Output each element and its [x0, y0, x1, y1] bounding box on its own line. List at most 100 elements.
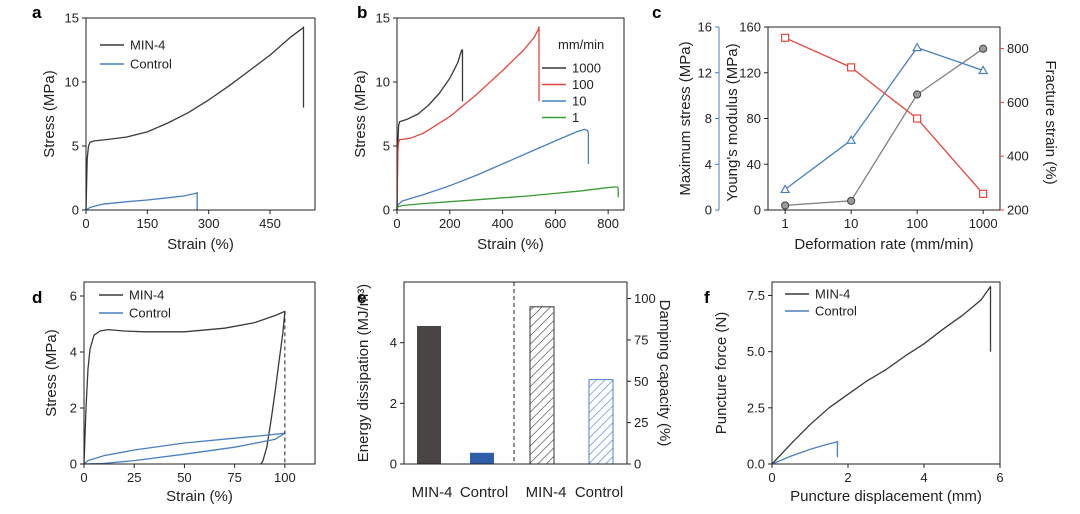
f-ylabel: Puncture force (N) [713, 312, 730, 435]
c-xtick-label: 1 [782, 216, 789, 231]
c-outer-tick-label: 4 [705, 157, 712, 172]
series-100-mm-min [396, 26, 540, 211]
panel-e-frame [403, 281, 628, 465]
series-Control [771, 440, 839, 465]
c-ytick-label: 120 [739, 65, 761, 80]
b-legend-title: mm/min [558, 37, 604, 52]
legend-label: MIN-4 [129, 288, 164, 303]
d-ylabel: Stress (MPa) [43, 329, 60, 417]
e-right-tick-label: 25 [634, 415, 648, 430]
panel-label-d: d [32, 288, 42, 307]
series-Control [85, 192, 198, 211]
c-right-tick-label: 400 [1007, 149, 1029, 164]
a-xtick-label: 300 [198, 216, 220, 231]
f-ytick-label: 5.0 [747, 344, 765, 359]
f-xtick-label: 2 [844, 470, 851, 485]
c-xtick-label: 100 [906, 216, 928, 231]
a-xtick-label: 0 [82, 216, 89, 231]
e-bar-damping-control [588, 379, 614, 465]
c-right-tick-label: 800 [1007, 41, 1029, 56]
e-bar-damping-min4 [529, 306, 555, 465]
e-right-tick-label: 100 [634, 291, 656, 306]
legend-label: 10 [572, 94, 586, 109]
f-xlabel: Puncture displacement (mm) [790, 488, 982, 505]
panel-d-frame [83, 281, 316, 465]
e-category-label: Control [460, 484, 508, 501]
legend-label: Control [129, 306, 171, 321]
legend-label: 100 [572, 77, 594, 92]
c-marker-circle [781, 201, 790, 210]
e-right-tick-label: 0 [634, 457, 641, 472]
a-ylabel: Stress (MPa) [41, 70, 58, 158]
a-ytick-label: 10 [65, 75, 79, 90]
d-ytick-label: 4 [70, 345, 77, 360]
e-ylabel-left: Energy dissipation (MJ/m³) [355, 284, 372, 462]
series-1000-mm-min [396, 49, 464, 211]
series-maximum-stress [784, 46, 984, 190]
c-right-tick-label: 200 [1007, 203, 1029, 218]
panel-c-frame [767, 26, 1001, 211]
series-1-mm-min [396, 186, 619, 211]
c-ylabel-outer: Maximum stress (MPa) [677, 41, 694, 195]
c-marker-circle [847, 196, 856, 205]
b-ytick-label: 0 [383, 203, 390, 218]
f-xtick-label: 4 [920, 470, 927, 485]
a-xtick-label: 450 [259, 216, 281, 231]
c-ylabel-right: Fracture strain (%) [1042, 60, 1059, 184]
d-xtick-label: 25 [127, 470, 141, 485]
e-category-label: MIN-4 [526, 484, 567, 501]
series-young-s-modulus [785, 48, 984, 207]
c-ytick-label: 40 [747, 157, 761, 172]
legend-label: MIN-4 [815, 287, 850, 302]
panel-label-a: a [32, 3, 42, 22]
d-ytick-label: 0 [70, 457, 77, 472]
c-outer-tick-label: 0 [705, 203, 712, 218]
d-ytick-label: 6 [70, 289, 77, 304]
legend-label: Control [815, 304, 857, 319]
c-marker-triangle [780, 184, 791, 194]
d-xlabel: Strain (%) [166, 488, 233, 505]
a-ytick-label: 0 [72, 203, 79, 218]
e-ytick-label: 4 [390, 335, 397, 350]
b-ytick-label: 10 [376, 75, 390, 90]
legend-label: 1000 [572, 61, 601, 76]
c-marker-triangle [912, 42, 923, 52]
e-ytick-label: 0 [390, 457, 397, 472]
e-category-label: MIN-4 [412, 484, 453, 501]
series-MIN-4 [85, 26, 305, 211]
legend-label: 1 [572, 110, 579, 125]
e-ytick-label: 2 [390, 396, 397, 411]
c-marker-square [781, 33, 790, 42]
e-bar-energy-control [470, 452, 494, 464]
b-ytick-label: 5 [383, 139, 390, 154]
b-xlabel: Strain (%) [477, 236, 544, 253]
e-right-tick-label: 50 [634, 374, 648, 389]
c-marker-triangle [846, 135, 857, 144]
b-ytick-label: 15 [376, 11, 390, 26]
panel-f-frame [771, 281, 1001, 465]
c-marker-triangle [978, 65, 989, 75]
c-ytick-label: 160 [739, 20, 761, 35]
c-xtick-label: 1000 [969, 216, 998, 231]
legend-label: MIN-4 [130, 38, 165, 53]
b-xtick-label: 200 [439, 216, 461, 231]
b-xtick-label: 400 [492, 216, 514, 231]
b-xtick-label: 800 [597, 216, 619, 231]
c-ytick-label: 0 [754, 203, 761, 218]
c-xtick-label: 10 [844, 216, 858, 231]
c-marker-square [979, 189, 988, 198]
d-xtick-label: 0 [80, 470, 87, 485]
d-ytick-label: 2 [70, 401, 77, 416]
a-ytick-label: 15 [65, 11, 79, 26]
f-xtick-label: 0 [768, 470, 775, 485]
f-ytick-label: 0.0 [747, 457, 765, 472]
e-bar-energy-min4 [417, 325, 441, 464]
c-outer-tick-label: 12 [698, 65, 712, 80]
c-ylabel-inner: Young's modulus (MPa) [724, 43, 741, 201]
f-ytick-label: 2.5 [747, 400, 765, 415]
series-MIN-4 [83, 310, 286, 465]
d-xtick-label: 50 [177, 470, 191, 485]
a-xlabel: Strain (%) [167, 236, 234, 253]
e-ylabel-right: Damping capacity (%) [656, 300, 673, 447]
c-marker-circle [979, 44, 988, 53]
